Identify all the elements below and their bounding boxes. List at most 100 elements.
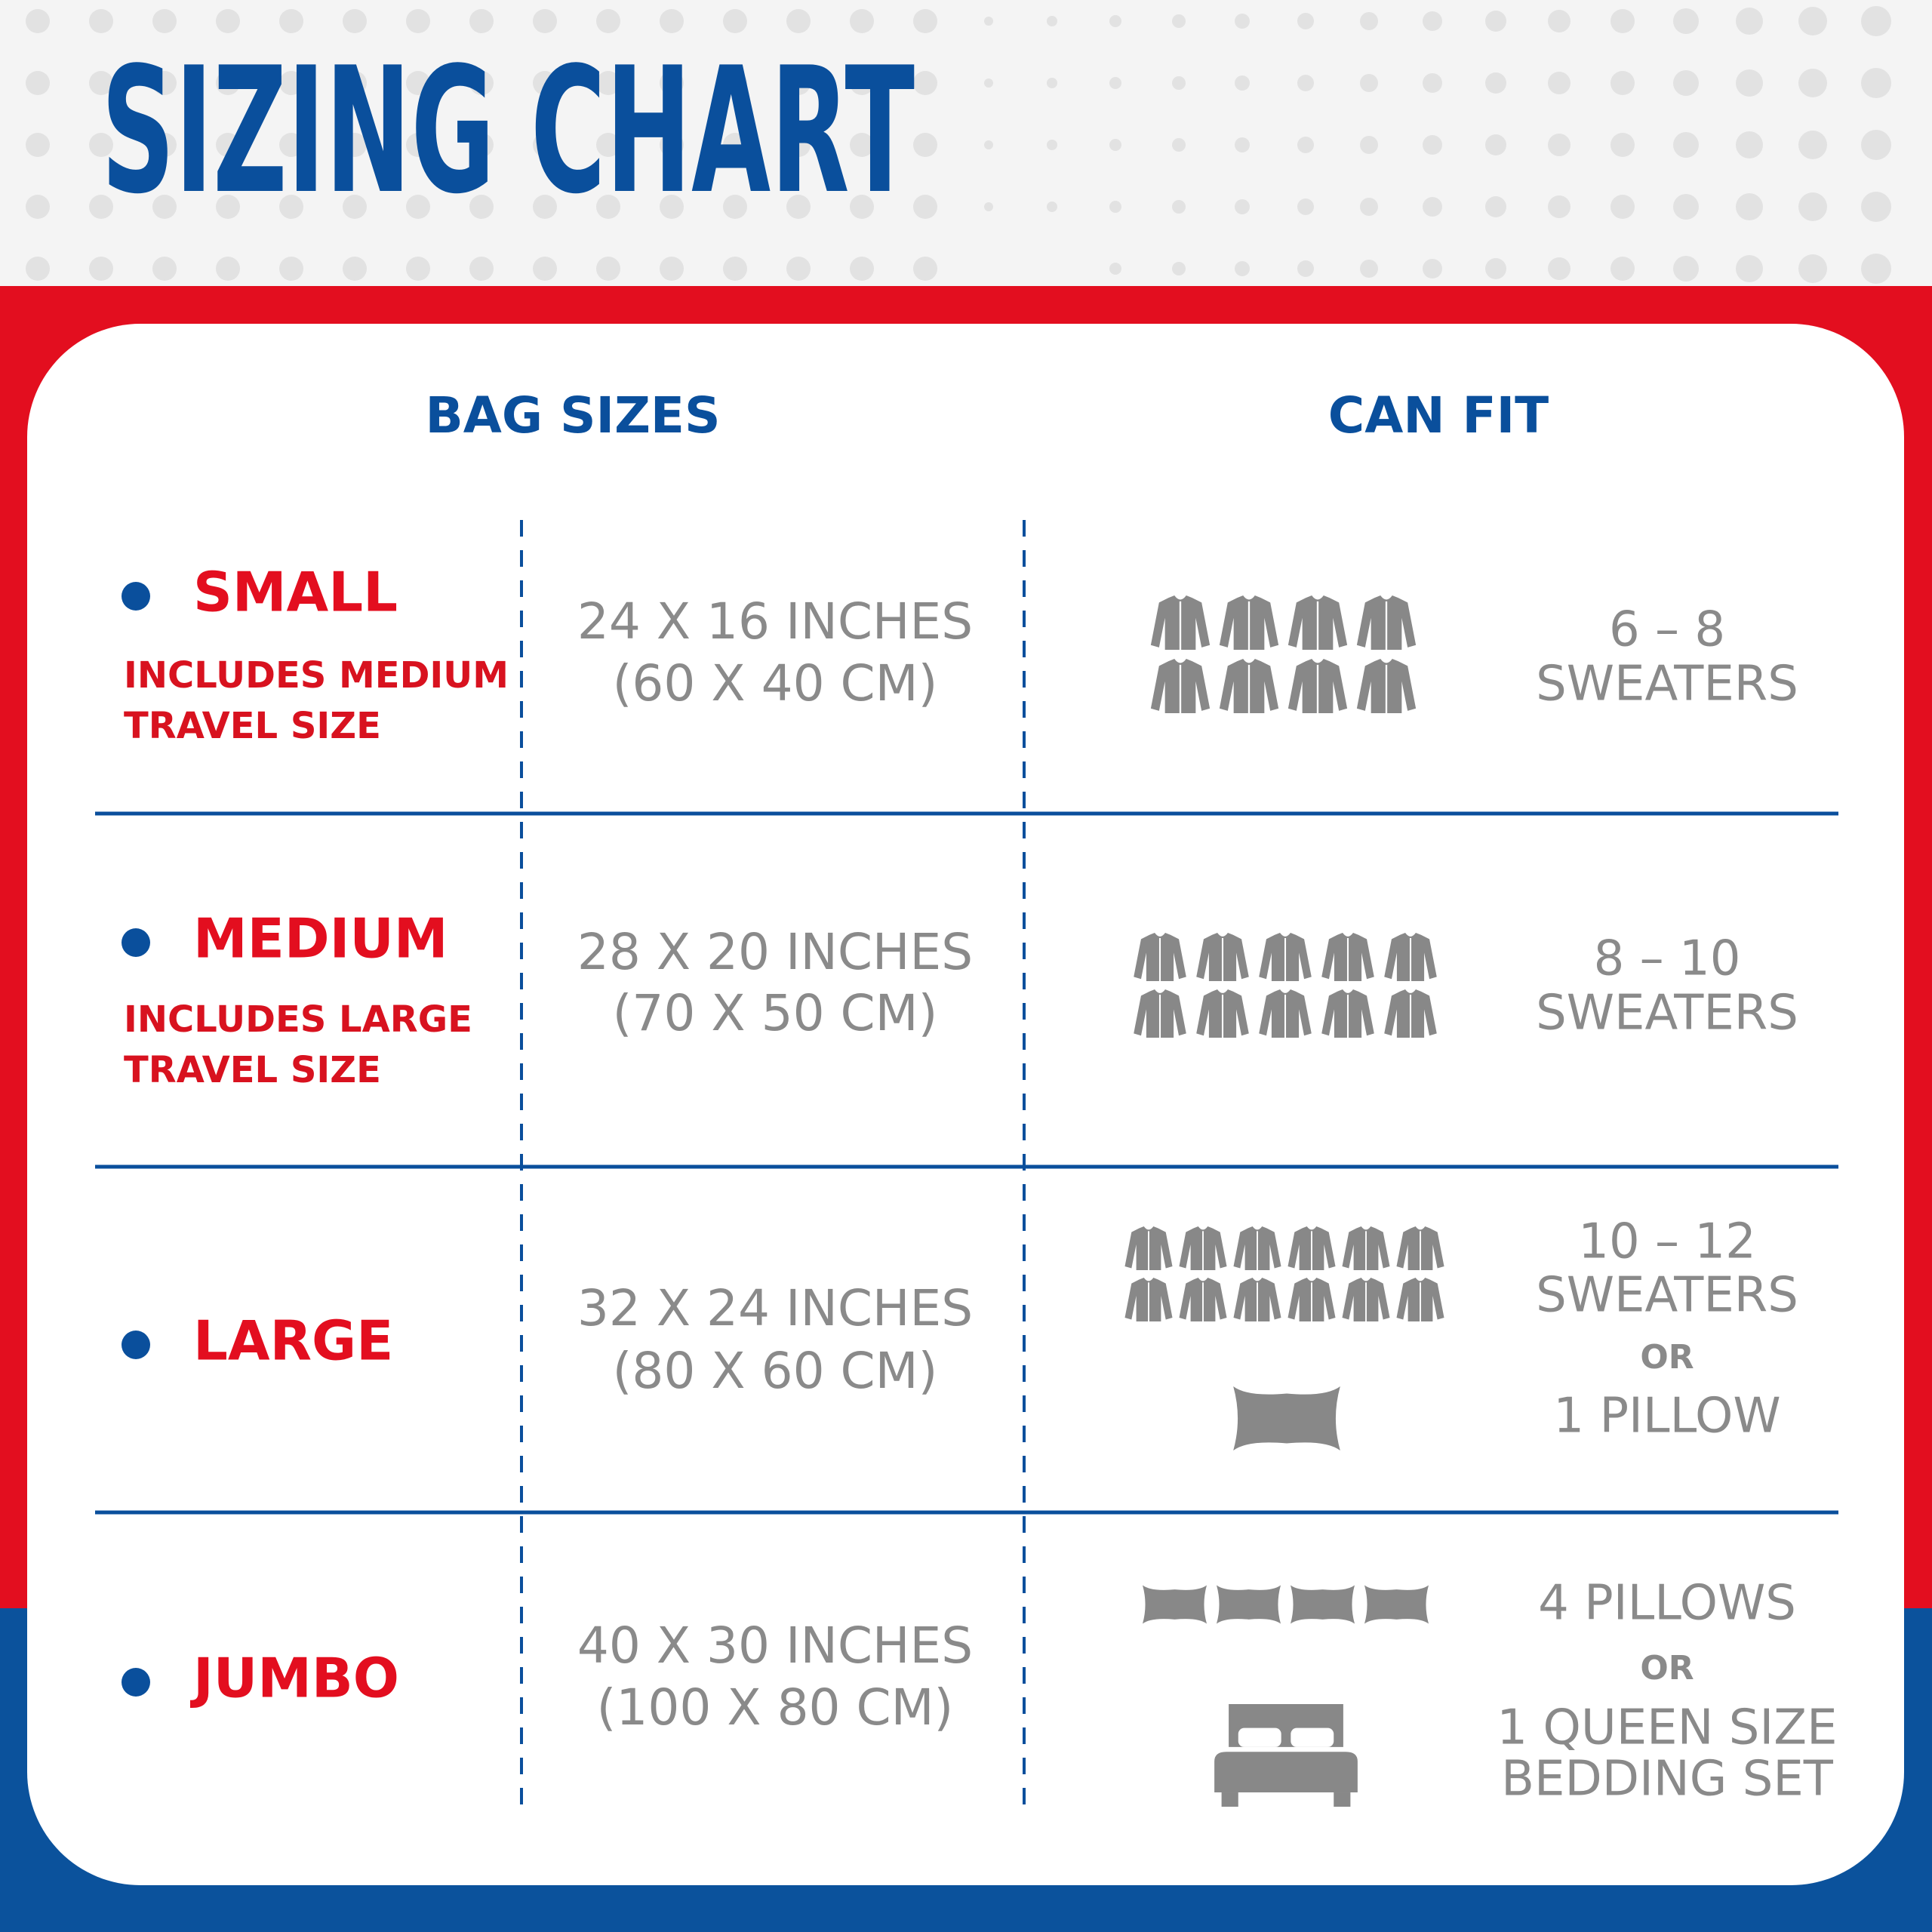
column-header: CAN FIT bbox=[1328, 386, 1549, 445]
dot bbox=[596, 133, 620, 157]
dot bbox=[1423, 11, 1442, 31]
dot bbox=[469, 195, 494, 219]
sweater-icon bbox=[1232, 1278, 1282, 1321]
dot bbox=[279, 9, 303, 33]
dot bbox=[1673, 256, 1699, 281]
dot bbox=[1611, 71, 1635, 95]
dot bbox=[1235, 199, 1250, 214]
sweater-icon bbox=[1124, 1278, 1174, 1321]
dimensions: (70 X 50 CM) bbox=[613, 984, 938, 1042]
capacity: SWEATERS bbox=[1536, 986, 1798, 1041]
pillow-icon bbox=[1217, 1585, 1281, 1624]
dot bbox=[913, 9, 937, 33]
dot bbox=[1673, 194, 1699, 220]
sweater-icon bbox=[1355, 659, 1417, 713]
dot bbox=[1736, 8, 1763, 35]
dot bbox=[152, 133, 177, 157]
dot bbox=[1360, 260, 1378, 278]
sweater-icon bbox=[1258, 933, 1312, 981]
dot bbox=[596, 9, 620, 33]
dot bbox=[723, 257, 747, 281]
dot bbox=[279, 133, 303, 157]
sweater-icon bbox=[1133, 989, 1187, 1038]
capacity: 4 PILLOWS bbox=[1538, 1576, 1796, 1632]
sweater-icon bbox=[1287, 1226, 1337, 1270]
dot bbox=[469, 9, 494, 33]
dot bbox=[596, 71, 620, 95]
dot bbox=[723, 195, 747, 219]
dot bbox=[1360, 136, 1378, 154]
dot bbox=[1047, 78, 1057, 88]
dot bbox=[533, 9, 557, 33]
dot bbox=[533, 257, 557, 281]
dot bbox=[1423, 73, 1442, 93]
size-note: INCLUDES MEDIUM bbox=[124, 654, 509, 697]
sweater-icon bbox=[1395, 1226, 1445, 1270]
dot bbox=[1548, 134, 1571, 156]
bullet bbox=[122, 928, 150, 957]
dot bbox=[279, 71, 303, 95]
dot bbox=[1172, 14, 1186, 28]
dot bbox=[406, 71, 430, 95]
size-note: TRAVEL SIZE bbox=[124, 705, 381, 747]
dot bbox=[1047, 140, 1057, 150]
dot bbox=[26, 195, 50, 219]
dot bbox=[1109, 139, 1121, 151]
dot bbox=[1861, 192, 1891, 222]
dot bbox=[406, 9, 430, 33]
dot bbox=[216, 195, 240, 219]
dot bbox=[1485, 258, 1506, 279]
dot bbox=[1861, 6, 1891, 36]
dot bbox=[26, 133, 50, 157]
dot bbox=[279, 257, 303, 281]
sweater-icon bbox=[1218, 595, 1280, 650]
title: SIZING CHART bbox=[101, 31, 915, 232]
sweater-icon bbox=[1287, 659, 1349, 713]
dot bbox=[1423, 197, 1442, 217]
dot bbox=[1485, 72, 1506, 94]
dot bbox=[660, 195, 684, 219]
dot bbox=[533, 71, 557, 95]
dot bbox=[913, 257, 937, 281]
size-name: JUMBO bbox=[189, 1647, 399, 1710]
header-band bbox=[0, 0, 1932, 286]
dot bbox=[26, 257, 50, 281]
dot bbox=[1485, 134, 1506, 155]
dot bbox=[1861, 254, 1891, 284]
dot bbox=[913, 133, 937, 157]
dot bbox=[984, 17, 993, 26]
card bbox=[27, 324, 1904, 1885]
capacity: 8 – 10 bbox=[1594, 931, 1741, 987]
dot bbox=[343, 257, 367, 281]
dot bbox=[1861, 68, 1891, 98]
dot bbox=[1423, 135, 1442, 155]
dot bbox=[89, 71, 113, 95]
sweater-icon bbox=[1321, 933, 1375, 981]
dot bbox=[26, 9, 50, 33]
dot bbox=[1297, 198, 1314, 215]
dot bbox=[786, 133, 811, 157]
dot bbox=[984, 140, 993, 149]
dot bbox=[1172, 200, 1186, 214]
dot bbox=[1235, 137, 1250, 152]
dot bbox=[1673, 132, 1699, 158]
dot bbox=[596, 195, 620, 219]
capacity: SWEATERS bbox=[1536, 657, 1798, 712]
dot bbox=[1798, 7, 1827, 35]
dot bbox=[89, 133, 113, 157]
capacity: 1 QUEEN SIZE bbox=[1497, 1700, 1837, 1756]
dot bbox=[984, 78, 993, 88]
sweater-icon bbox=[1321, 989, 1375, 1038]
dot bbox=[1297, 13, 1314, 29]
capacity: BEDDING SET bbox=[1501, 1752, 1834, 1807]
dot bbox=[850, 257, 874, 281]
dot-pattern bbox=[26, 6, 1891, 284]
dot bbox=[723, 133, 747, 157]
dot bbox=[216, 71, 240, 95]
dot bbox=[279, 195, 303, 219]
dot bbox=[406, 133, 430, 157]
dot bbox=[533, 133, 557, 157]
column-header: BAG SIZES bbox=[425, 386, 720, 445]
dot bbox=[1360, 74, 1378, 92]
